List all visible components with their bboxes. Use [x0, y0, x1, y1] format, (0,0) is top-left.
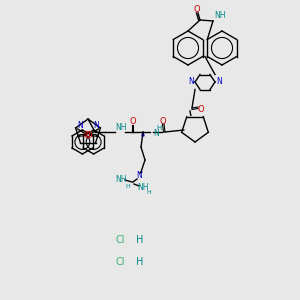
Text: O: O [198, 104, 204, 113]
Text: H: H [136, 235, 144, 245]
Text: N: N [153, 128, 159, 137]
Text: H: H [126, 184, 130, 190]
Text: O: O [130, 118, 136, 127]
Text: NH: NH [137, 184, 149, 193]
Text: N: N [94, 122, 99, 130]
Text: O: O [86, 131, 92, 140]
Text: O: O [160, 118, 166, 127]
Text: H: H [156, 125, 162, 131]
Polygon shape [142, 132, 144, 136]
Text: H: H [147, 190, 152, 194]
Text: Cl: Cl [115, 235, 125, 245]
Text: N: N [216, 77, 222, 86]
Text: NH: NH [214, 11, 226, 20]
Text: NH: NH [115, 176, 127, 184]
Text: O: O [84, 131, 90, 140]
Text: N: N [77, 122, 82, 130]
Text: N: N [136, 172, 142, 181]
Text: H: H [136, 257, 144, 267]
Text: O: O [194, 5, 200, 14]
Text: N: N [188, 77, 194, 86]
Text: Cl: Cl [115, 257, 125, 267]
Text: NH: NH [115, 124, 127, 133]
